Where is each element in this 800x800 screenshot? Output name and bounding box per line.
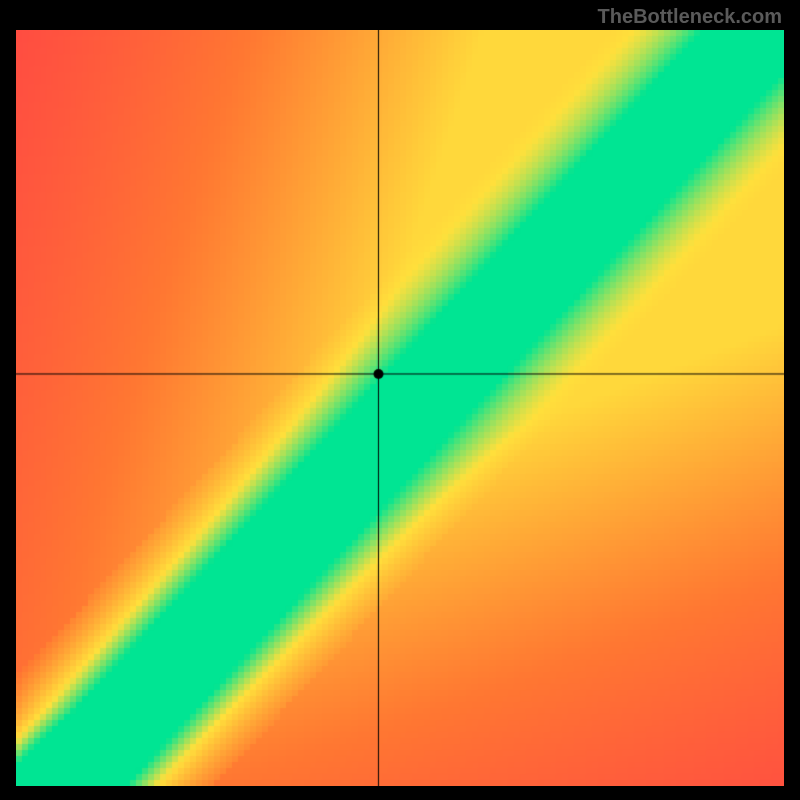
watermark-text: TheBottleneck.com [598,6,782,29]
heatmap-area [16,30,784,786]
chart-frame: TheBottleneck.com [0,0,800,800]
heatmap-canvas [16,30,784,786]
